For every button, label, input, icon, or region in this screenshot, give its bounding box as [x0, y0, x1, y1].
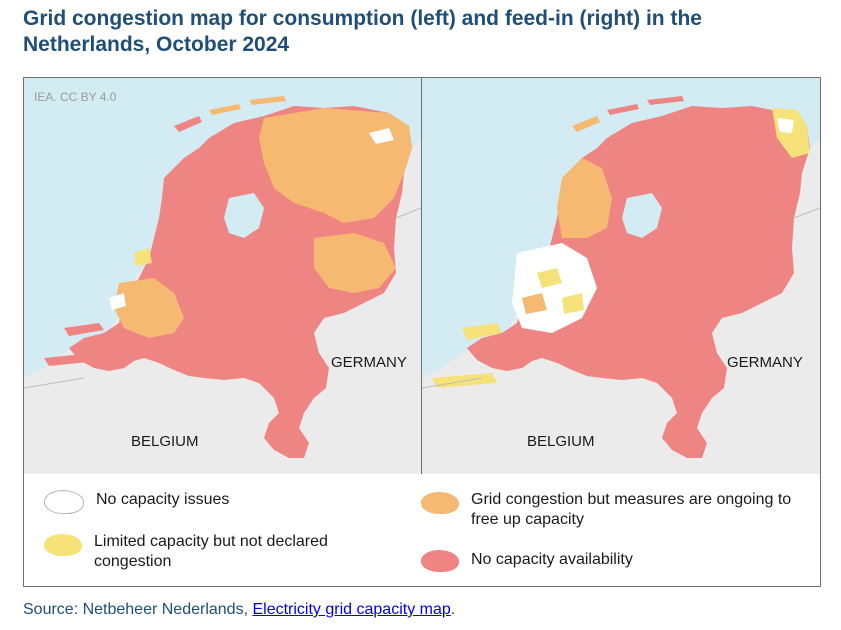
- zeeland-island: [462, 323, 502, 340]
- credit-label: IEA. CC BY 4.0: [34, 90, 117, 104]
- congestion-area: [522, 293, 547, 314]
- netherlands-land: [467, 106, 810, 458]
- congestion-north-holland: [557, 158, 612, 238]
- legend-label: No capacity issues: [96, 491, 230, 508]
- wadden-island: [209, 104, 241, 115]
- maps-container: IEA. CC BY 4.0 GERMANY BELGIUM: [23, 77, 821, 476]
- limited-area: [537, 268, 562, 288]
- zeeland-island: [64, 323, 104, 336]
- page-title: Grid congestion map for consumption (lef…: [23, 7, 702, 56]
- source-suffix: .: [450, 601, 456, 618]
- ijsselmeer: [622, 193, 662, 238]
- no-issue-area: [109, 293, 126, 310]
- limited-area: [134, 248, 152, 266]
- wadden-island: [572, 116, 600, 132]
- border-line: [793, 207, 820, 219]
- feed-in-map-svg: [422, 78, 820, 475]
- legend-item-no-capacity-availability: No capacity availability: [421, 550, 633, 572]
- wadden-island: [607, 104, 639, 115]
- wadden-island: [647, 96, 684, 105]
- orange-swatch-icon: [421, 492, 459, 514]
- border-line: [395, 207, 421, 219]
- germany-label: GERMANY: [727, 354, 803, 371]
- legend-item-no-capacity-issues: No capacity issues: [44, 490, 229, 514]
- feed-in-map: GERMANY BELGIUM: [422, 78, 820, 475]
- white-swatch-icon: [44, 490, 84, 514]
- no-issue-area: [777, 118, 794, 133]
- belgium-label: BELGIUM: [131, 433, 199, 450]
- germany-label: GERMANY: [331, 354, 407, 371]
- source-prefix: Source: Netbeheer Nederlands,: [23, 601, 253, 618]
- capacity-map-link[interactable]: Electricity grid capacity map: [252, 601, 451, 618]
- zeeland-island: [44, 354, 89, 366]
- red-swatch-icon: [421, 550, 459, 572]
- consumption-map-svg: [24, 78, 421, 475]
- wadden-island: [249, 96, 286, 105]
- congestion-east: [314, 233, 396, 293]
- border-line: [24, 377, 85, 389]
- yellow-swatch-icon: [44, 534, 82, 556]
- legend: No capacity issues Limited capacity but …: [23, 474, 821, 587]
- ijsselmeer: [224, 193, 264, 238]
- legend-item-limited-capacity: Limited capacity but not declared conges…: [44, 532, 364, 572]
- congestion-west: [114, 278, 184, 338]
- consumption-map: IEA. CC BY 4.0 GERMANY BELGIUM: [24, 78, 422, 475]
- legend-label: Grid congestion but measures are ongoing…: [471, 491, 792, 528]
- source-note: Source: Netbeheer Nederlands, Electricit…: [23, 601, 455, 619]
- limited-area: [562, 293, 584, 314]
- wadden-island: [174, 116, 202, 132]
- legend-label: No capacity availability: [471, 551, 633, 568]
- belgium-label: BELGIUM: [527, 433, 595, 450]
- no-issue-area: [369, 128, 394, 144]
- legend-item-congestion-measures: Grid congestion but measures are ongoing…: [421, 490, 806, 530]
- border-line: [422, 377, 483, 389]
- legend-label: Limited capacity but not declared conges…: [94, 533, 328, 570]
